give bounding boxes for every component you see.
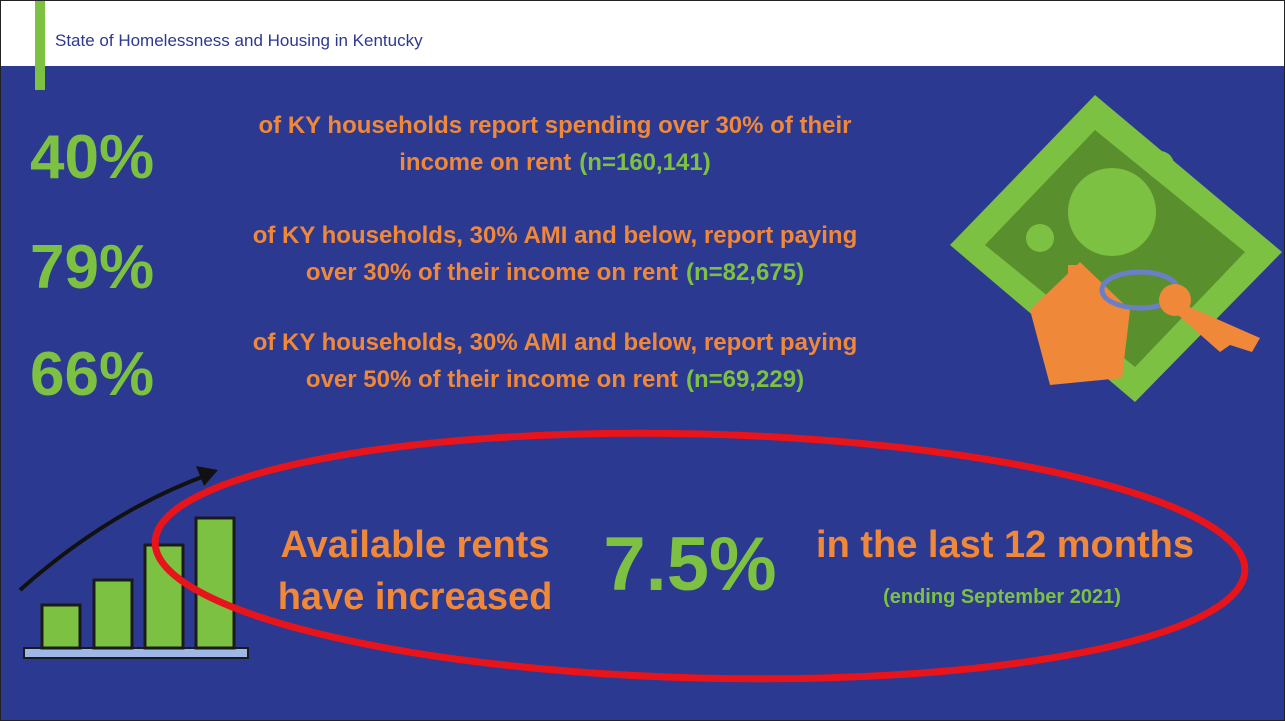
stat-line2: over 30% of their income on rent (n=82,67… (306, 259, 804, 286)
stat-number: 40% (30, 123, 154, 192)
stat-n: (n=160,141) (579, 149, 710, 176)
stat-number: 79% (30, 233, 154, 302)
stat-line2: over 50% of their income on rent (n=69,22… (306, 366, 804, 393)
stat-line2-text: over 30% of their income on rent (306, 259, 678, 286)
highlight-line2: have increased (278, 576, 553, 618)
accent-bar (35, 0, 45, 90)
money-icon (950, 95, 1282, 402)
stat-n: (n=69,229) (686, 366, 804, 393)
stat-line2-text: income on rent (399, 149, 571, 176)
growth-icon (18, 466, 249, 659)
header-title: State of Homelessness and Housing in Ken… (55, 31, 423, 50)
stat-line2: income on rent (n=160,141) (399, 149, 710, 176)
highlight-line1: Available rents (281, 524, 550, 566)
stat-line1: of KY households, 30% AMI and below, rep… (253, 222, 858, 249)
stat-line2-text: over 50% of their income on rent (306, 366, 678, 393)
stat-n: (n=82,675) (686, 259, 804, 286)
stat-line1: of KY households report spending over 30… (259, 112, 852, 139)
highlight-note: (ending September 2021) (883, 586, 1121, 608)
stat-line1: of KY households, 30% AMI and below, rep… (253, 329, 858, 356)
highlight-ellipse (151, 429, 1249, 683)
highlight-period: in the last 12 months (816, 524, 1194, 566)
stat-number: 66% (30, 340, 154, 409)
highlight-number: 7.5% (603, 522, 776, 607)
